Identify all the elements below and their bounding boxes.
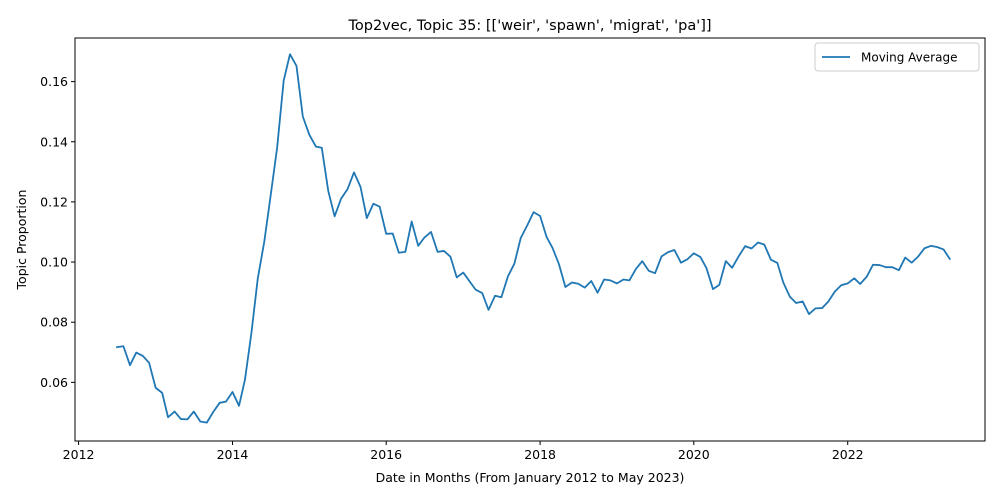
x-tick-label: 2020 (678, 447, 710, 462)
y-tick-label: 0.14 (40, 134, 68, 149)
plot-area (115, 53, 951, 424)
x-tick-label: 2012 (63, 447, 95, 462)
series-line-moving-average (115, 53, 951, 424)
x-tick-label: 2014 (217, 447, 249, 462)
y-axis-label: Topic Proportion (14, 190, 29, 291)
x-tick-label: 2016 (370, 447, 402, 462)
legend-box (814, 42, 980, 72)
x-axis-label: Date in Months (From January 2012 to May… (376, 470, 685, 485)
y-tick-label: 0.10 (40, 255, 68, 270)
y-tick-label: 0.12 (40, 194, 68, 209)
x-tick-label: 2018 (524, 447, 556, 462)
x-tick-label: 2022 (832, 447, 864, 462)
legend: Moving Average (814, 42, 980, 72)
y-tick-label: 0.06 (40, 375, 68, 390)
y-tick-label: 0.16 (40, 74, 68, 89)
y-axis-ticks: 0.06 0.08 0.10 0.12 0.14 0.16 (40, 74, 75, 390)
legend-label-moving-average: Moving Average (861, 51, 957, 65)
y-tick-label: 0.08 (40, 315, 68, 330)
chart-title: Top2vec, Topic 35: [['weir', 'spawn', 'm… (347, 18, 711, 34)
x-axis-ticks: 2012 2014 2016 2018 2020 2022 (63, 441, 864, 462)
axes-frame (74, 37, 986, 442)
